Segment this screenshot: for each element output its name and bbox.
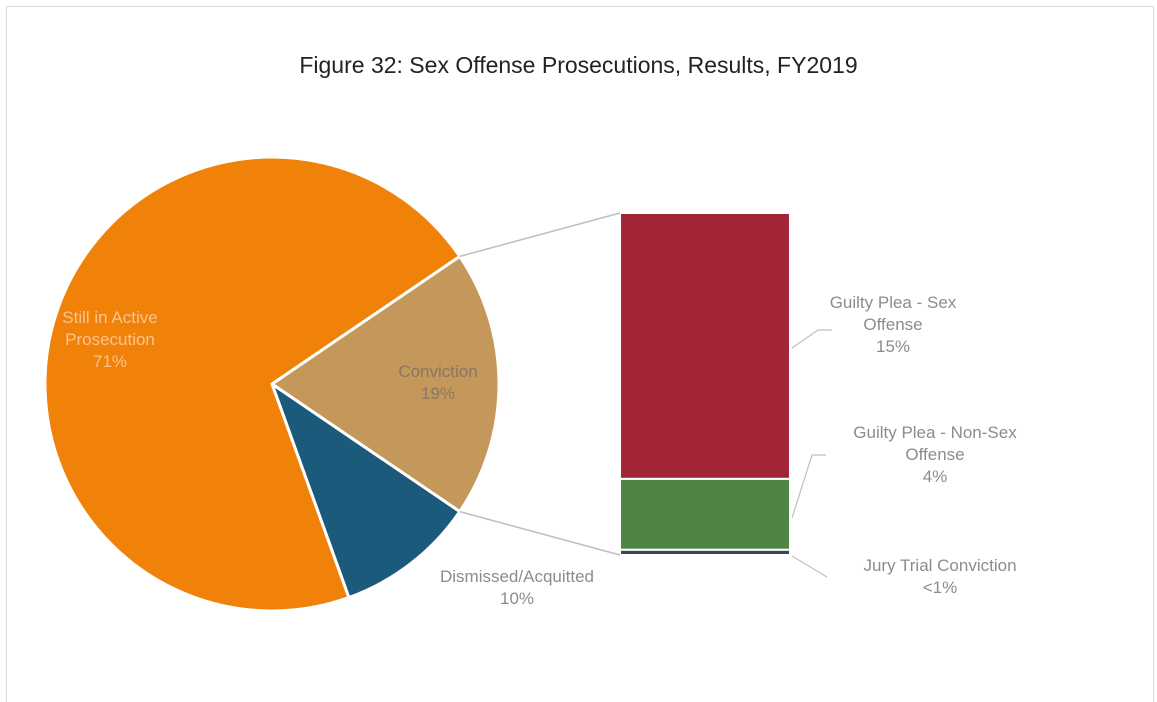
bar-label-line: <1% bbox=[922, 578, 958, 597]
bar-label: Jury Trial Conviction <1% bbox=[825, 555, 1055, 599]
chart-frame bbox=[6, 6, 1154, 702]
pie-label-line: Conviction bbox=[398, 362, 478, 381]
bar-label-line: 4% bbox=[922, 467, 948, 486]
pie-label: Conviction 19% bbox=[343, 361, 533, 405]
bar-label: Guilty Plea - Sex Offense 15% bbox=[806, 292, 981, 358]
pie-slice bbox=[269, 380, 462, 600]
pie-label-line: 10% bbox=[499, 589, 535, 608]
bar-label-line: Jury Trial Conviction bbox=[863, 556, 1017, 575]
bar-segment bbox=[619, 477, 791, 551]
pie-slice bbox=[43, 155, 462, 613]
connector-line bbox=[459, 212, 621, 258]
pie-label-line: 19% bbox=[420, 384, 456, 403]
bar-label-line: Guilty Plea - Sex Offense bbox=[829, 293, 957, 334]
pie-label-line: 71% bbox=[92, 352, 128, 371]
pie-slice bbox=[269, 254, 501, 514]
connector-line bbox=[459, 510, 621, 556]
pie-label-line: Dismissed/Acquitted bbox=[439, 567, 594, 586]
pie-label: Still in Active Prosecution 71% bbox=[35, 307, 185, 373]
bar-label: Guilty Plea - Non-Sex Offense 4% bbox=[848, 422, 1023, 488]
leader-line bbox=[791, 329, 832, 349]
chart-title: Figure 32: Sex Offense Prosecutions, Res… bbox=[299, 52, 858, 78]
leader-line bbox=[791, 454, 826, 519]
pie-label-line: Still in Active Prosecution bbox=[62, 308, 158, 349]
bar-label-line: Guilty Plea - Non-Sex Offense bbox=[853, 423, 1017, 464]
bar-segment bbox=[619, 212, 791, 480]
pie-label: Dismissed/Acquitted 10% bbox=[422, 566, 612, 610]
bar-label-line: 15% bbox=[875, 337, 911, 356]
leader-line bbox=[791, 555, 828, 578]
